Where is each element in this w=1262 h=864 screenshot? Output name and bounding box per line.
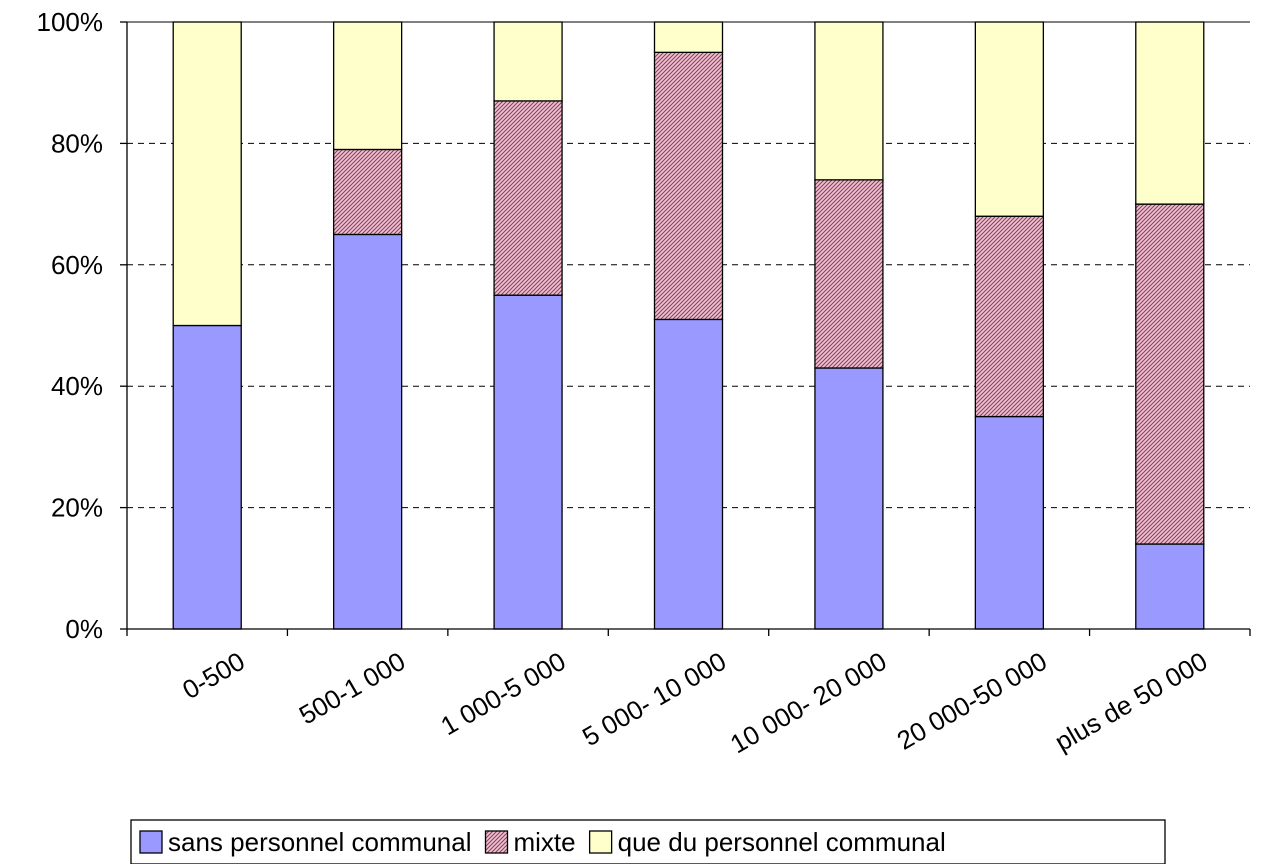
bar-segment-3-2 <box>332 21 403 151</box>
legend-label-3: que du personnel communal <box>618 827 946 857</box>
bar-segment-1-1 <box>172 324 242 630</box>
y-tick-label: 40% <box>51 371 103 401</box>
legend-swatch-1 <box>139 830 163 854</box>
legend-box <box>130 819 1166 864</box>
y-tick-label: 20% <box>51 493 103 523</box>
bar-segment-1-7 <box>1135 543 1205 630</box>
x-tick-label: 5 000- 10 000 <box>577 646 731 752</box>
bar-segment-3-5 <box>814 21 884 181</box>
y-axis-tick-labels: 0% 20% 40% 60% 80% 100% <box>37 7 104 644</box>
bar-segment-1-6 <box>974 415 1045 630</box>
x-tick-label: 0-500 <box>177 646 250 705</box>
x-tick-label: 20 000-50 000 <box>892 646 1052 756</box>
bar-segment-3-3 <box>493 21 563 102</box>
bar-segment-2-7 <box>1135 203 1205 545</box>
bar-segment-1-5 <box>814 367 884 630</box>
bar-segment-2-2 <box>332 148 403 236</box>
bar-segment-1-4 <box>653 318 724 630</box>
y-tick-label: 60% <box>51 250 103 280</box>
y-tick-label: 0% <box>65 614 103 644</box>
x-tick-label: 10 000- 20 000 <box>725 646 892 759</box>
bar-segment-3-7 <box>1135 21 1205 205</box>
legend-swatch-3 <box>588 830 613 854</box>
x-tick-label: 500-1 000 <box>294 646 410 731</box>
bar-segment-1-2 <box>332 233 403 630</box>
bars <box>172 21 1205 630</box>
bar-segment-2-6 <box>974 215 1045 418</box>
y-tick-label: 100% <box>37 7 104 37</box>
x-axis-tick-labels: 0-500 500-1 000 1 000-5 000 5 000- 10 00010… <box>177 646 1212 759</box>
x-tick-label: plus de 50 000 <box>1050 646 1213 757</box>
bar-segment-1-3 <box>493 294 563 630</box>
axes <box>120 21 1251 636</box>
bar-segment-2-4 <box>653 51 724 321</box>
bar-segment-2-3 <box>493 100 563 296</box>
legend-label-1: sans personnel communal <box>168 827 472 857</box>
bar-segment-3-4 <box>653 21 724 54</box>
legend-label-2: mixte <box>514 827 576 857</box>
legend-swatch-2 <box>484 830 509 854</box>
legend: sans personnel communal mixte que du perso… <box>130 819 1166 864</box>
x-tick-label: 1 000-5 000 <box>435 646 570 741</box>
y-tick-label: 80% <box>51 128 103 158</box>
bar-segment-2-5 <box>814 179 884 369</box>
bar-segment-3-6 <box>974 21 1045 217</box>
bar-segment-3-1 <box>172 21 242 327</box>
